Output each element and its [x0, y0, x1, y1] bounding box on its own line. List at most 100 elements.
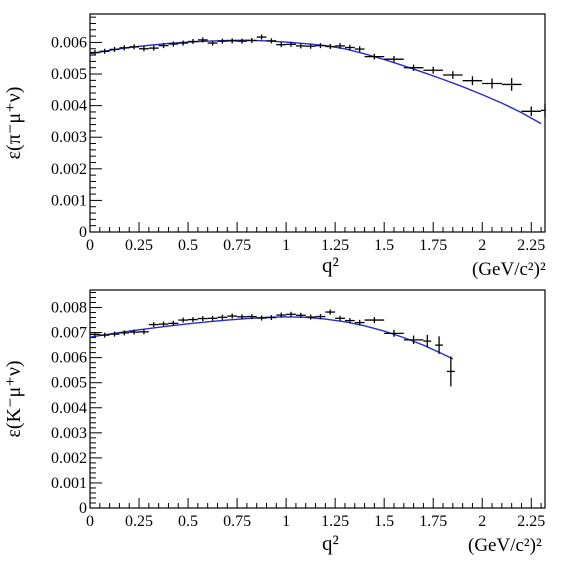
data-point	[119, 330, 130, 336]
data-point	[178, 40, 189, 46]
data-point	[541, 104, 546, 117]
data-point	[315, 43, 326, 49]
data-point	[305, 314, 316, 320]
x-tick-label: 2.25	[517, 513, 545, 530]
axis-ticks	[89, 292, 542, 509]
data-points	[90, 309, 455, 387]
data-point	[364, 53, 385, 60]
data-point	[446, 356, 455, 387]
data-point	[501, 78, 522, 91]
fit-curve-line	[89, 39, 542, 125]
data-point	[227, 38, 238, 44]
x-axis-label: q²	[322, 531, 339, 555]
data-point	[188, 38, 198, 45]
axis-ticks	[89, 16, 542, 233]
data-point	[197, 37, 208, 43]
data-point	[315, 314, 326, 320]
data-point	[325, 44, 336, 50]
y-tick-label: 0.005	[51, 66, 87, 83]
x-tick-label: 1.5	[374, 513, 394, 530]
data-point	[99, 332, 110, 338]
data-point	[237, 38, 247, 44]
data-point	[276, 312, 287, 318]
y-tick-label: 0.004	[51, 400, 87, 417]
axis-labels: 0 0.25 0.5 0.75 1 1.25 1.5 1.75 2 2.25 0 0.001 0.002…	[51, 34, 545, 254]
data-point	[482, 78, 502, 89]
data-point	[384, 56, 404, 63]
x-tick-label: 2	[478, 513, 486, 530]
data-point	[276, 42, 287, 48]
x-tick-label: 1.25	[321, 513, 349, 530]
y-tick-label: 0.003	[51, 425, 87, 442]
data-point	[158, 321, 169, 327]
x-tick-label: 1.75	[419, 513, 447, 530]
data-point	[344, 318, 355, 324]
x-tick-label: 2	[478, 237, 486, 254]
data-point	[423, 66, 444, 74]
data-point	[129, 329, 140, 335]
data-point	[158, 43, 169, 49]
x-tick-label: 0.5	[178, 513, 198, 530]
data-point	[256, 34, 267, 40]
data-point	[256, 315, 267, 321]
x-tick-label: 1.5	[374, 237, 394, 254]
x-tick-label: 1.25	[321, 237, 349, 254]
y-tick-label: 0.005	[51, 375, 87, 392]
y-tick-label: 0.002	[51, 450, 87, 467]
y-axis-label: ε(π⁻μ⁺ν)	[3, 87, 25, 160]
data-point	[168, 320, 179, 326]
y-tick-label: 0.008	[51, 300, 87, 317]
y-tick-label: 0.002	[51, 161, 87, 178]
x-axis-unit: (GeV/c²)²	[472, 259, 546, 280]
data-point	[246, 38, 257, 44]
data-point	[168, 41, 179, 47]
plot-frame	[89, 13, 546, 233]
data-point	[335, 43, 345, 49]
data-point	[109, 331, 120, 337]
data-point	[188, 317, 198, 323]
y-tick-label: 0.007	[51, 325, 87, 342]
x-tick-label: 0.5	[178, 237, 198, 254]
data-point	[207, 315, 218, 321]
x-tick-label: 1	[282, 513, 290, 530]
data-point	[148, 322, 159, 328]
data-point	[246, 314, 257, 320]
data-point	[462, 76, 483, 86]
data-point	[403, 335, 424, 345]
x-tick-label: 0	[86, 513, 94, 530]
x-axis-unit: (GeV/c²)²	[468, 535, 542, 556]
data-point	[227, 313, 238, 319]
data-point	[403, 64, 424, 71]
fit-curve	[89, 39, 542, 125]
data-point	[443, 71, 463, 79]
data-point	[148, 45, 159, 51]
data-point	[423, 334, 432, 348]
data-point	[354, 46, 365, 52]
data-point	[109, 46, 120, 52]
data-point	[286, 41, 296, 47]
fit-curve	[89, 316, 454, 360]
data-point	[139, 329, 149, 335]
data-point	[237, 314, 247, 320]
data-point	[99, 48, 110, 54]
x-tick-label: 1	[282, 237, 290, 254]
data-point	[90, 50, 100, 56]
x-tick-label: 0.75	[223, 237, 251, 254]
x-tick-label: 0.75	[223, 513, 251, 530]
data-point	[521, 106, 542, 117]
y-tick-label: 0.003	[51, 129, 87, 146]
y-tick-label: 0.006	[51, 34, 87, 51]
data-point	[335, 315, 345, 321]
data-point	[217, 314, 228, 320]
y-tick-label: 0.004	[51, 98, 87, 115]
axis-labels: 0 0.25 0.5 0.75 1 1.25 1.5 1.75 2 2.25 0 0.001 0.002…	[51, 300, 545, 530]
data-point	[435, 336, 444, 354]
fit-curve-line	[89, 316, 454, 360]
y-axis-label: ε(K⁻μ⁺ν)	[3, 360, 25, 437]
data-points	[90, 34, 546, 117]
data-point	[197, 316, 208, 322]
x-tick-label: 2.25	[517, 237, 545, 254]
y-tick-label: 0.001	[51, 192, 87, 209]
data-point	[295, 43, 306, 49]
